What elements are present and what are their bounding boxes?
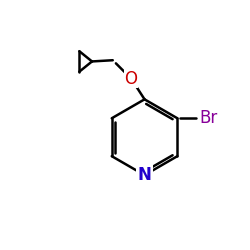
- Text: Br: Br: [199, 109, 218, 127]
- Text: N: N: [138, 166, 151, 184]
- Text: O: O: [124, 70, 138, 87]
